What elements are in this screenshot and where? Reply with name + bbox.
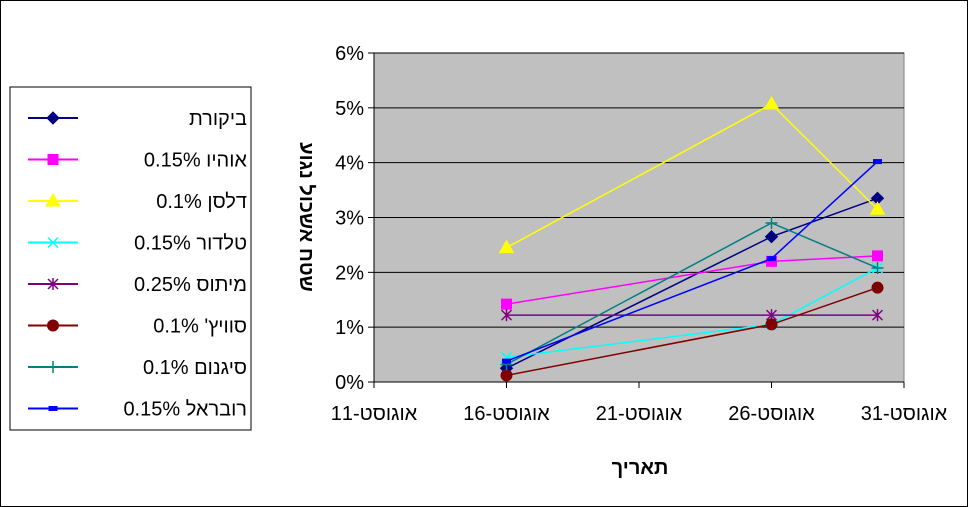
series (500, 216, 884, 371)
data-point (765, 318, 778, 331)
legend-label: ביקורת (189, 108, 247, 130)
data-point (872, 250, 883, 262)
data-point (498, 239, 515, 254)
data-point (500, 369, 513, 382)
legend-entry: סוויץ' 0.1% (28, 316, 247, 338)
series (499, 191, 885, 375)
y-tick-label: 1% (335, 317, 364, 339)
x-tick-label: 26-אוגוסט (728, 403, 815, 425)
data-point (45, 193, 61, 207)
x-tick-label: 16-אוגוסט (463, 403, 550, 425)
legend-entry: ביקורת (28, 108, 247, 130)
y-tick-label: 2% (335, 262, 364, 284)
y-tick-label: 5% (335, 98, 364, 120)
y-tick-label: 6% (335, 43, 364, 65)
data-point (500, 309, 513, 322)
data-point (48, 406, 58, 411)
data-point (871, 309, 884, 322)
legend-entry: אוהיו 0.15% (28, 150, 247, 172)
legend-entry: סיגנום 0.1% (28, 357, 247, 379)
legend-label: סיגנום 0.1% (143, 357, 247, 379)
x-axis-title: תאריך (612, 457, 669, 479)
data-point (764, 229, 779, 244)
data-point (873, 159, 882, 165)
y-axis-title: שטח אשכול נגוע (295, 142, 317, 291)
legend-label: אוהיו 0.15% (144, 150, 248, 172)
data-point (869, 201, 886, 215)
axes (368, 52, 905, 388)
y-tick-label: 3% (335, 208, 364, 230)
legend-entry: מיתוס 0.25% (28, 274, 247, 296)
legend-label: סוויץ' 0.1% (153, 316, 247, 338)
series (500, 309, 884, 322)
series (501, 250, 883, 310)
legend-entry: רובראל 0.15% (28, 399, 247, 421)
data-point (47, 319, 59, 332)
legend-entry: טלדור 0.15% (28, 233, 247, 255)
legend-label: דלסן 0.1% (156, 191, 247, 213)
x-tick-labels: 11-אוגוסט 16-אוגוסט 21-אוגוסט 26-אוגוסט 31-א… (331, 403, 948, 425)
series-group (498, 96, 886, 382)
data-point (47, 154, 59, 165)
series (498, 96, 886, 254)
y-tick-labels: 0% 1% 2% 3% 4% 5% 6% (335, 43, 364, 394)
x-tick-label: 21-אוגוסט (596, 403, 683, 425)
legend-label: מיתוס 0.25% (134, 274, 247, 296)
series (500, 281, 884, 382)
gridlines (374, 52, 904, 328)
data-point (871, 261, 884, 274)
data-point (47, 361, 59, 373)
legend-box (9, 86, 252, 431)
legend-label: רובראל 0.15% (123, 399, 247, 421)
data-point (501, 298, 512, 310)
y-tick-label: 4% (335, 153, 364, 175)
x-tick-label: 31-אוגוסט (861, 403, 948, 425)
data-point (765, 216, 778, 229)
legend-entry: דלסן 0.1% (28, 191, 247, 213)
data-point (502, 358, 511, 364)
y-tick-label: 0% (335, 372, 364, 394)
legend: ביקורת אוהיו 0.15% דלסן 0.1% טלדור 0.15% מית… (28, 108, 247, 421)
data-point (763, 96, 780, 110)
x-tick-label: 11-אוגוסט (331, 403, 418, 425)
data-point (46, 111, 60, 125)
data-point (767, 256, 776, 262)
data-point (47, 278, 59, 290)
series (502, 159, 882, 364)
data-point (871, 281, 884, 294)
legend-label: טלדור 0.15% (134, 233, 247, 255)
data-point (47, 236, 59, 249)
